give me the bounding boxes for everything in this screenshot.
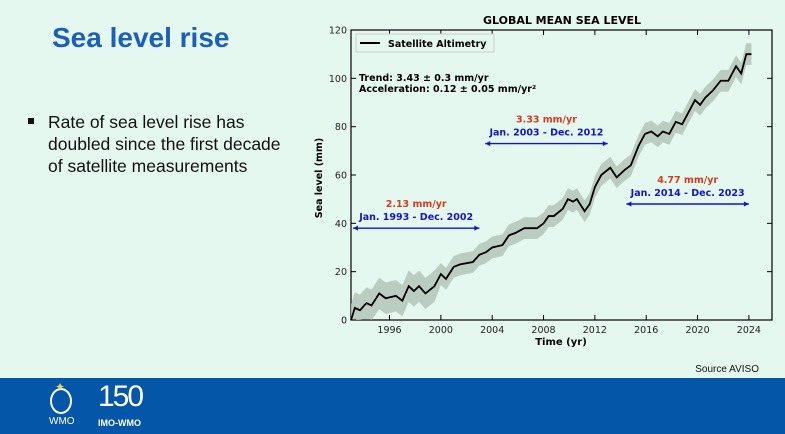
y-tick-label: 20	[335, 267, 347, 278]
x-tick-label: 2016	[634, 325, 658, 336]
x-tick-label: 2024	[737, 325, 761, 336]
wmo-emblem-icon	[50, 388, 72, 414]
legend-label: Satellite Altimetry	[388, 39, 487, 50]
period-rate: 2.13 mm/yr	[386, 199, 447, 210]
period-rate: 3.33 mm/yr	[516, 115, 577, 126]
acceleration-annotation: Acceleration: 0.12 ± 0.05 mm/yr²	[359, 84, 536, 95]
arrow-head-left	[353, 225, 358, 231]
legend-box	[355, 33, 495, 53]
wmo-logo-text: WMO	[49, 416, 75, 427]
period-label: Jan. 2014 - Dec. 2023	[630, 188, 745, 199]
x-tick-label: 2008	[531, 325, 555, 336]
arrow-head-right	[602, 141, 608, 147]
y-axis-label: Sea level (mm)	[314, 138, 325, 218]
x-tick-label: 2004	[480, 325, 504, 336]
uncertainty-band	[351, 43, 752, 321]
arrow-head-right	[743, 201, 749, 207]
footer-bar	[0, 378, 785, 434]
x-tick-label: 2020	[685, 325, 709, 336]
bullet-point: Rate of sea level rise has doubled since…	[28, 111, 298, 177]
bullet-text: Rate of sea level rise has doubled since…	[48, 112, 281, 176]
source-credit: Source AVISO	[695, 364, 759, 375]
sea-level-line	[350, 53, 752, 321]
trend-annotation: Trend: 3.43 ± 0.3 mm/yr	[359, 73, 489, 84]
y-tick-label: 40	[335, 219, 347, 230]
bullet-marker-icon	[28, 118, 34, 124]
period-label: Jan. 2003 - Dec. 2012	[488, 128, 603, 139]
sea-level-chart: GLOBAL MEAN SEA LEVEL 1996 2000 2004 2008 20…	[314, 14, 773, 348]
anniversary-logo: 150	[98, 380, 144, 413]
y-tick-label: 100	[329, 74, 347, 85]
period-label: Jan. 1993 - Dec. 2002	[358, 212, 473, 223]
imo-wmo-logo-text: IMO-WMO	[98, 418, 141, 428]
arrow-head-left	[626, 201, 632, 207]
x-tick-label: 1996	[377, 325, 401, 336]
chart-title: GLOBAL MEAN SEA LEVEL	[483, 14, 641, 27]
y-tick-label: 60	[335, 171, 347, 182]
x-tick-label: 2000	[429, 325, 453, 336]
slide-title: Sea level rise	[52, 22, 230, 53]
wmo-star-icon: ✦	[55, 380, 66, 394]
arrow-head-right	[474, 225, 480, 231]
y-tick-label: 120	[329, 26, 347, 37]
y-tick-label: 0	[341, 316, 347, 327]
y-tick-label: 80	[335, 122, 347, 133]
x-axis-label: Time (yr)	[535, 337, 587, 348]
x-tick-label: 2012	[583, 325, 607, 336]
period-rate: 4.77 mm/yr	[657, 175, 718, 186]
arrow-head-left	[485, 141, 491, 147]
